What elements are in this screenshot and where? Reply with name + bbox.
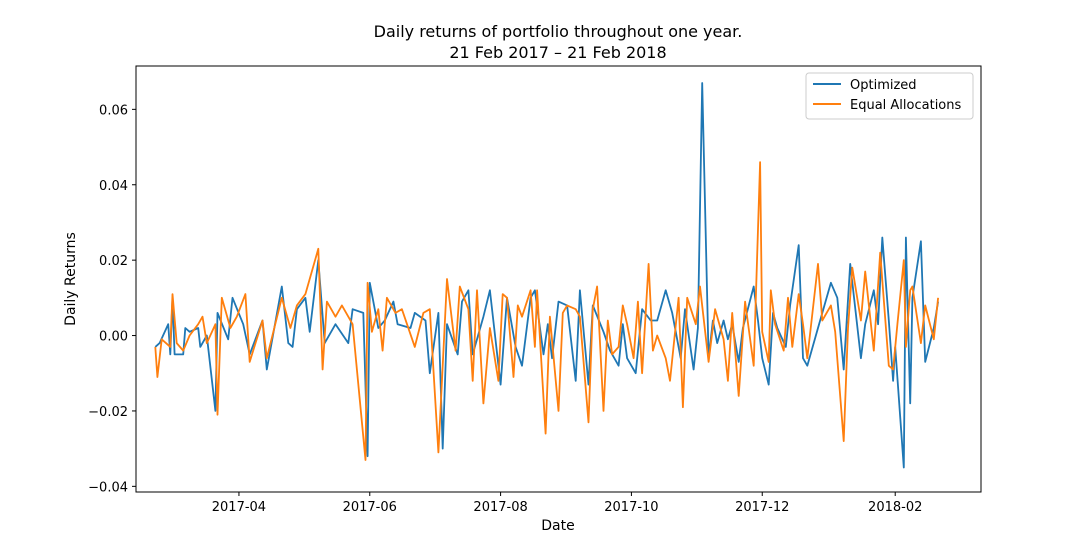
legend-box: [805, 72, 974, 120]
x-tick-label: 2017-12: [735, 500, 789, 515]
y-tick-label: 0.00: [99, 330, 128, 345]
x-axis-ticks: 2017-04 2017-06 2017-08 2017-10 2017-12 2018-…: [212, 492, 922, 515]
y-tick-label: −0.04: [88, 480, 128, 495]
x-tick-label: 2017-08: [473, 500, 527, 515]
y-axis-label: Daily Returns: [63, 232, 79, 326]
y-tick-label: 0.06: [99, 103, 128, 118]
chart-title: Daily returns of portfolio throughout on…: [374, 22, 743, 41]
legend-label-equal-allocations: Equal Allocations: [850, 98, 962, 113]
x-tick-label: 2017-04: [212, 500, 266, 515]
x-tick-label: 2018-02: [868, 500, 922, 515]
chart-subtitle: 21 Feb 2017 – 21 Feb 2018: [449, 43, 666, 62]
axes-frame: [135, 65, 982, 493]
series-layer: [154, 82, 939, 469]
legend: Optimized Equal Allocations: [805, 72, 974, 120]
x-axis-label: Date: [541, 518, 574, 534]
plot-area: [135, 65, 982, 493]
legend-label-optimized: Optimized: [850, 78, 917, 93]
x-tick-label: 2017-06: [343, 500, 397, 515]
y-tick-label: −0.02: [88, 405, 128, 420]
x-tick-label: 2017-10: [604, 500, 658, 515]
series-line-equal-allocations: [154, 161, 939, 461]
series-line-optimized: [154, 82, 939, 469]
y-axis-ticks: −0.04 −0.02 0.00 0.02 0.04 0.06: [88, 103, 136, 495]
y-tick-label: 0.02: [99, 254, 128, 269]
y-tick-label: 0.04: [99, 179, 128, 194]
